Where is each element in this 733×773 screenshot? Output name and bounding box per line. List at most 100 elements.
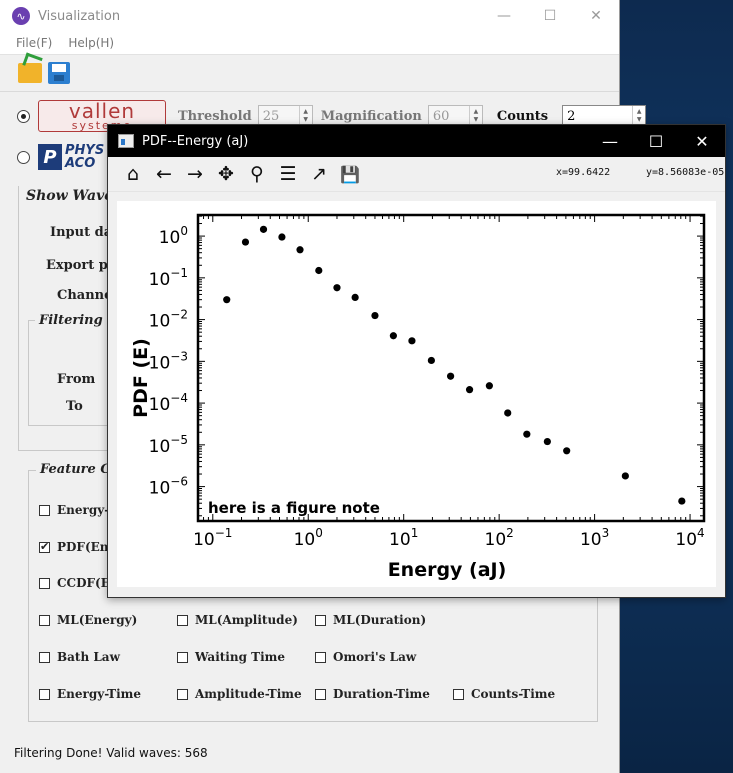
close-button[interactable]: ✕ xyxy=(590,8,602,24)
figure-canvas[interactable]: 10−1 100 101 102 103 104 10−6 10−5 10−4 10−3 10−2 1… xyxy=(117,201,716,587)
checkbox-box[interactable] xyxy=(177,688,188,700)
x-tick-label: 100 xyxy=(294,526,323,550)
edit-axis-icon[interactable]: ↗ xyxy=(311,163,327,185)
plot-titlebar[interactable]: PDF--Energy (aJ) — ☐ ✕ xyxy=(108,125,725,157)
checkbox-box[interactable] xyxy=(39,651,50,663)
filtering-group-title: Filtering P xyxy=(35,313,122,328)
plot-window: PDF--Energy (aJ) — ☐ ✕ ⌂ ← → ✥ ⚲ ☰ ↗ 💾 x… xyxy=(107,124,726,598)
data-point xyxy=(389,332,397,340)
ml-amplitude-checkbox[interactable]: ML(Amplitude) xyxy=(177,613,298,627)
data-point xyxy=(563,447,571,455)
home-icon[interactable]: ⌂ xyxy=(126,163,140,185)
open-folder-icon[interactable] xyxy=(18,63,42,83)
minimize-button[interactable]: — xyxy=(497,8,511,24)
data-point xyxy=(465,386,474,394)
checkbox-box[interactable] xyxy=(39,688,50,700)
to-label: To xyxy=(66,399,83,414)
cursor-x-readout: x=99.6422 xyxy=(556,167,611,178)
y-axis-label: PDF (E) xyxy=(130,338,152,418)
plot-close-button[interactable]: ✕ xyxy=(695,131,709,151)
counts-time-checkbox[interactable]: Counts-Time xyxy=(453,687,555,701)
data-point xyxy=(678,497,686,505)
data-point xyxy=(315,266,323,275)
window-title: Visualization xyxy=(38,8,121,24)
data-point xyxy=(241,238,250,246)
duration-time-checkbox[interactable]: Duration-Time xyxy=(315,687,430,701)
menu-bar: File(F) Help(H) xyxy=(0,32,619,54)
data-point xyxy=(333,284,341,292)
configure-subplots-icon[interactable]: ☰ xyxy=(279,163,297,185)
ml-energy-checkbox[interactable]: ML(Energy) xyxy=(39,613,137,627)
checkbox-box[interactable] xyxy=(177,651,188,663)
from-label: From xyxy=(57,372,96,387)
channel-label: Channel xyxy=(57,288,118,303)
plot-maximize-button[interactable]: ☐ xyxy=(648,131,664,151)
pan-icon[interactable]: ✥ xyxy=(218,163,234,185)
checkbox-box[interactable] xyxy=(315,651,326,663)
threshold-label: Threshold xyxy=(178,108,252,124)
checkbox-box[interactable] xyxy=(177,614,188,626)
data-point xyxy=(621,472,629,480)
x-axis-label: Energy (aJ) xyxy=(388,559,507,581)
y-tick-label: 10−3 xyxy=(149,349,188,373)
forward-arrow-icon[interactable]: → xyxy=(187,163,203,185)
maximize-button[interactable]: ☐ xyxy=(543,8,557,24)
plot-minimize-button[interactable]: — xyxy=(602,131,618,151)
y-tick-label: 10−4 xyxy=(149,391,188,415)
save-figure-icon[interactable]: 💾 xyxy=(340,164,360,184)
magnification-spin-arrows[interactable]: ▲ ▼ xyxy=(468,106,482,126)
y-tick-label: 10−1 xyxy=(149,266,188,290)
checkbox-box-checked[interactable] xyxy=(39,540,50,553)
checkbox-box[interactable] xyxy=(39,614,50,626)
x-tick-label: 10−1 xyxy=(193,526,232,550)
counts-spin-arrows[interactable]: ▲ ▼ xyxy=(632,106,645,126)
vallen-radio[interactable] xyxy=(17,109,30,123)
back-arrow-icon[interactable]: ← xyxy=(156,163,172,185)
data-point xyxy=(427,356,435,365)
omori-law-checkbox[interactable]: Omori's Law xyxy=(315,650,416,664)
data-point xyxy=(523,430,531,438)
data-point xyxy=(259,225,268,233)
checkbox-box[interactable] xyxy=(453,688,464,700)
y-tick-label: 10−5 xyxy=(149,433,188,457)
checkbox-box[interactable] xyxy=(315,688,326,700)
menu-file[interactable]: File(F) xyxy=(16,36,53,50)
pac-radio[interactable] xyxy=(17,150,30,164)
waiting-time-checkbox[interactable]: Waiting Time xyxy=(177,650,285,664)
plot-window-title: PDF--Energy (aJ) xyxy=(142,133,249,149)
data-point xyxy=(485,382,493,390)
plot-toolbar: ⌂ ← → ✥ ⚲ ☰ ↗ 💾 x=99.6422 y=8.56083e-05 xyxy=(108,157,725,192)
threshold-spin-arrows[interactable]: ▲ ▼ xyxy=(298,106,312,126)
energy-time-checkbox[interactable]: Energy-Time xyxy=(39,687,141,701)
data-point xyxy=(278,233,286,241)
amplitude-time-checkbox[interactable]: Amplitude-Time xyxy=(177,687,302,701)
ml-duration-checkbox[interactable]: ML(Duration) xyxy=(315,613,426,627)
zoom-icon[interactable]: ⚲ xyxy=(250,163,264,185)
x-tick-label: 103 xyxy=(580,526,609,550)
main-titlebar[interactable]: ∿ Visualization — ☐ ✕ xyxy=(0,0,619,32)
data-point xyxy=(351,293,359,302)
data-point xyxy=(223,296,231,304)
data-point xyxy=(296,246,304,254)
app-waveform-icon: ∿ xyxy=(12,7,30,25)
export-path-label: Export pat xyxy=(46,258,123,273)
magnification-label: Magnification xyxy=(320,108,422,124)
checkbox-box[interactable] xyxy=(39,577,50,589)
x-tick-label: 101 xyxy=(389,526,418,550)
feature-group-title: Feature C xyxy=(36,462,115,477)
counts-label: Counts xyxy=(496,108,549,124)
pdf-energy-chart: 10−1 100 101 102 103 104 10−6 10−5 10−4 10−3 10−2 1… xyxy=(130,213,706,581)
data-point xyxy=(371,311,379,320)
save-icon[interactable] xyxy=(48,62,70,84)
input-data-label: Input dat xyxy=(50,225,119,240)
data-point xyxy=(543,437,551,446)
pdf-energy-checkbox[interactable]: PDF(Ener xyxy=(39,540,122,554)
checkbox-box[interactable] xyxy=(39,504,50,516)
y-tick-label: 100 xyxy=(159,224,188,248)
y-tick-label: 10−6 xyxy=(149,475,188,499)
bath-law-checkbox[interactable]: Bath Law xyxy=(39,650,120,664)
checkbox-box[interactable] xyxy=(315,614,326,626)
figure-note: here is a figure note xyxy=(208,499,380,517)
menu-help[interactable]: Help(H) xyxy=(68,36,115,50)
energy-amplitude-checkbox[interactable]: Energy-A xyxy=(39,503,118,517)
